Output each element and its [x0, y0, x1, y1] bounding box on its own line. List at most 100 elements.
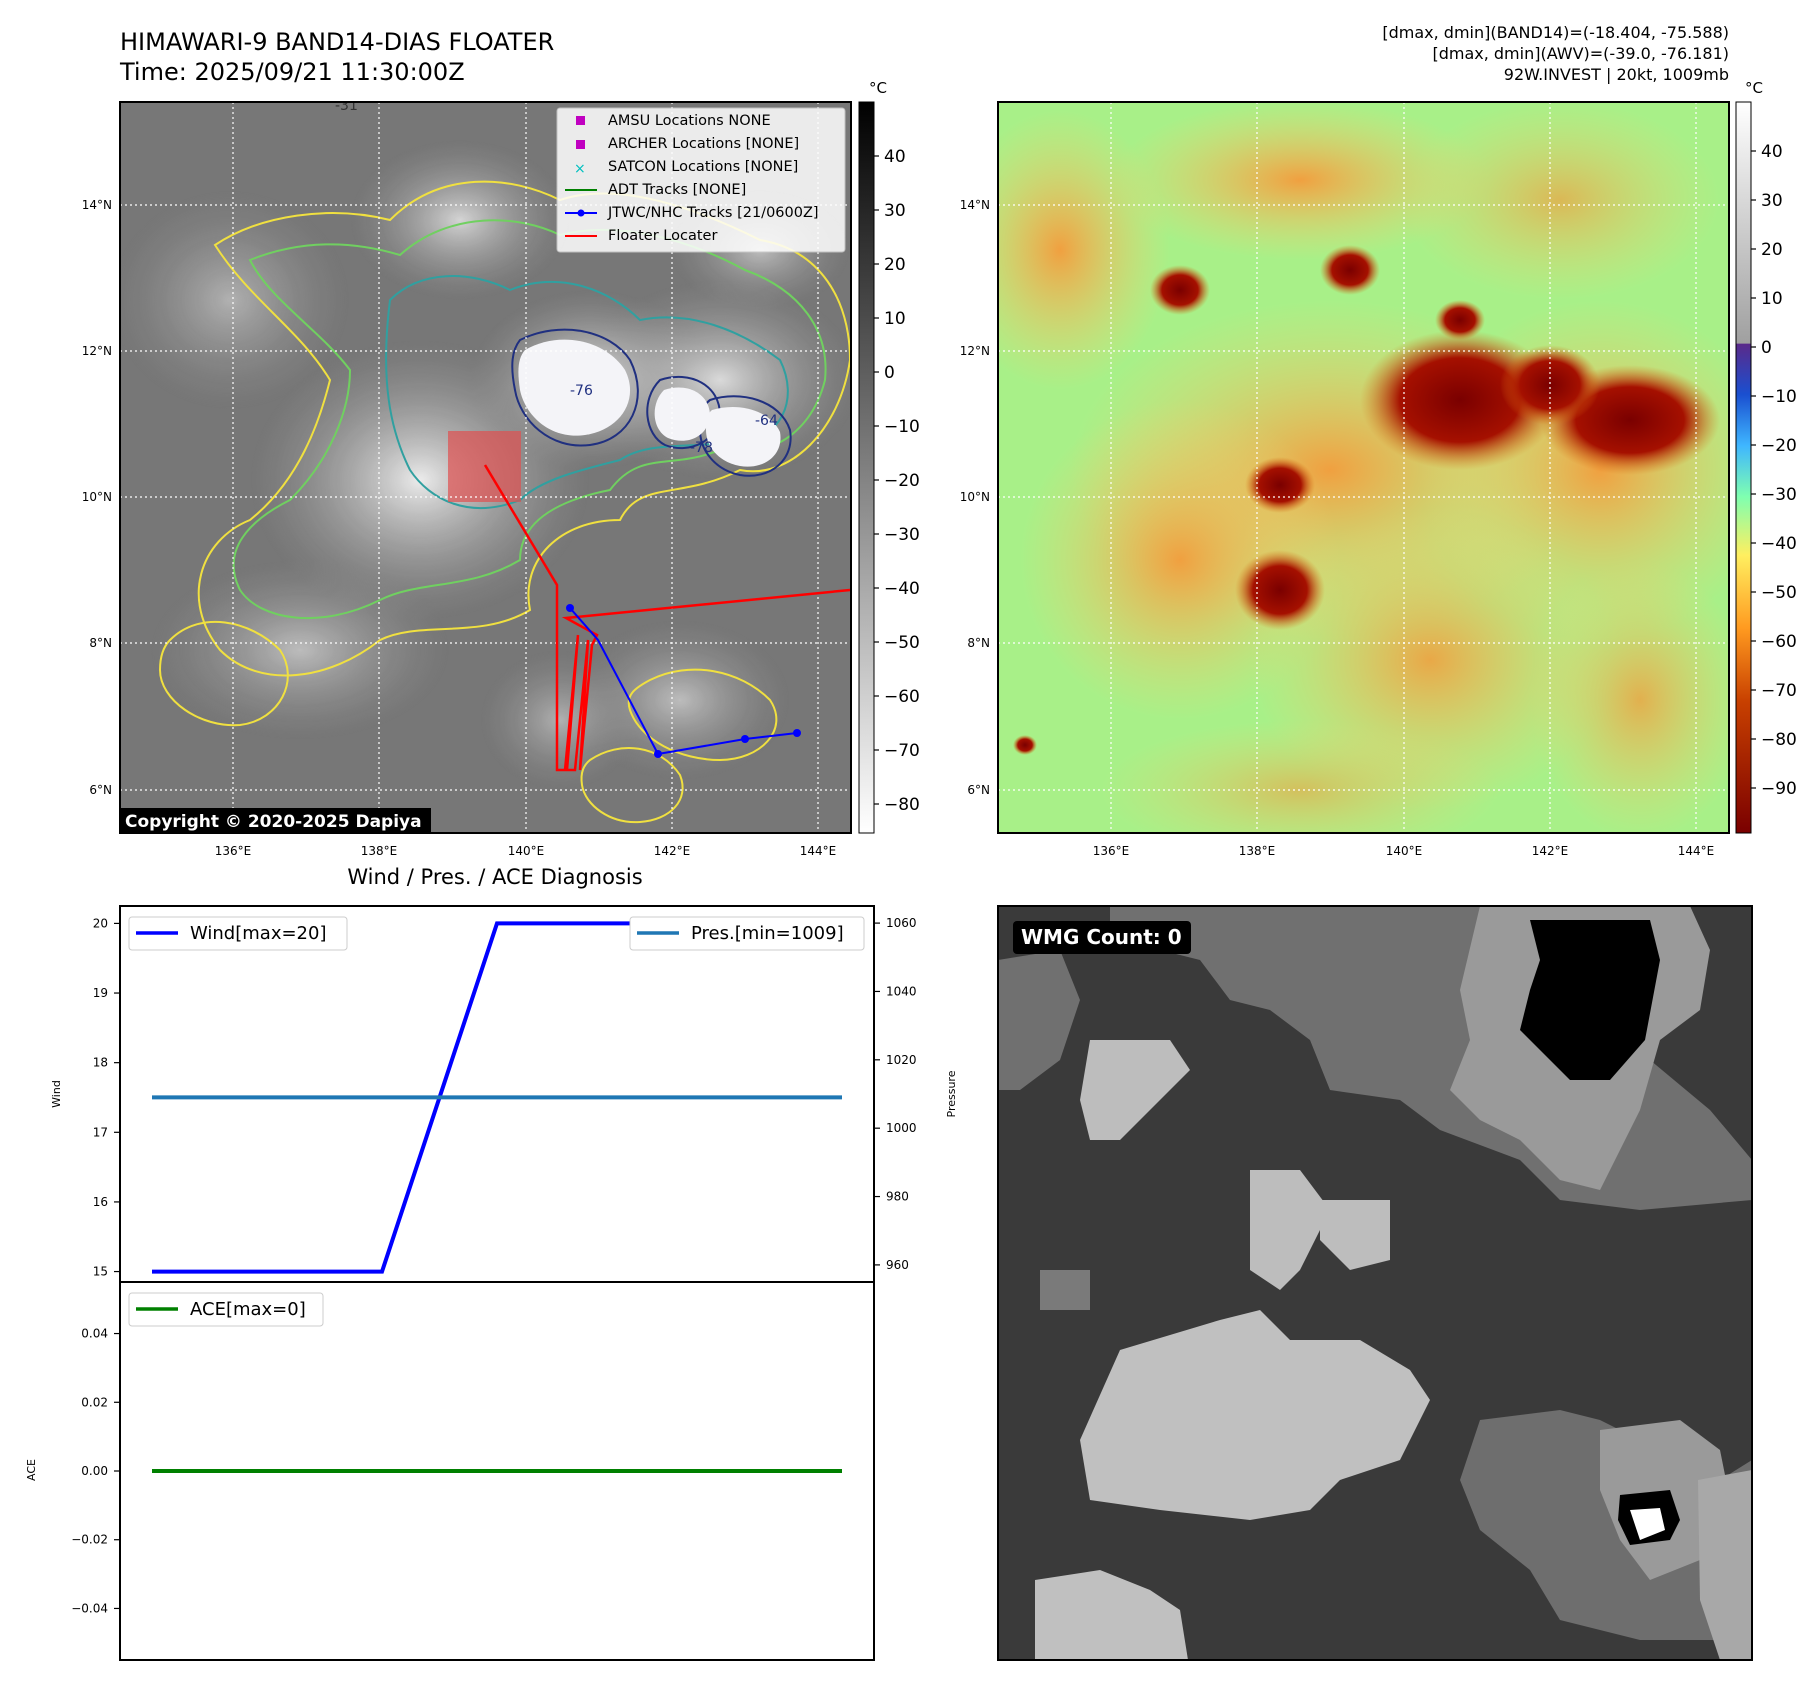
- colorbar-left: °C 40 30 20 10 0 −10 −20 −30 −40 −50 −60 −70 −80: [858, 79, 920, 834]
- colorbar-right-tick-label: 20: [1761, 240, 1783, 260]
- colorbar-left-tick-label: −20: [884, 471, 920, 491]
- svg-text:-31: -31: [335, 98, 358, 114]
- pressure-axis-tick-label: 1060: [886, 916, 917, 930]
- colorbar-right-tick-label: 40: [1761, 142, 1783, 162]
- colorbar-right-tick-label: −70: [1761, 681, 1797, 701]
- awv-x-ticks: 136°E 138°E 140°E 142°E 144°E: [1093, 844, 1715, 858]
- legend-amsu: AMSU Locations NONE: [608, 113, 771, 129]
- colorbar-right-tick-label: −20: [1761, 436, 1797, 456]
- map-frame: [119, 101, 852, 834]
- wmg-count: WMG Count: 0: [1021, 925, 1182, 949]
- legend-archer-icon: [576, 140, 585, 149]
- figure-title: HIMAWARI-9 BAND14-DIAS FLOATER: [120, 28, 554, 56]
- svg-text:12°N: 12°N: [82, 344, 112, 358]
- awv-frame: [997, 101, 1730, 834]
- copyright-box: [120, 808, 431, 833]
- colorbar-right: °C 40 30 20 10 0 −10 −20 −30 −40 −50 −60 −70 −80 −90: [1735, 79, 1797, 834]
- stats-awv: [dmax, dmin](AWV)=(-39.0, -76.181): [1432, 44, 1729, 63]
- pressure-axis-label: Pressure: [945, 1070, 958, 1117]
- cold-cloud-tops: [518, 339, 781, 467]
- colorbar-right-unit: °C: [1745, 79, 1763, 97]
- colorbar-right-tick-label: −60: [1761, 632, 1797, 652]
- awv-y-ticks: 14°N 12°N 10°N 8°N 6°N: [960, 198, 990, 797]
- legend-satcon-icon: ×: [574, 161, 586, 177]
- svg-text:14°N: 14°N: [82, 198, 112, 212]
- legend-floater: Floater Locater: [608, 228, 717, 244]
- ace-legend-label: ACE[max=0]: [190, 1299, 306, 1320]
- ace-axis-tick-label: 0.04: [81, 1327, 108, 1341]
- wind-axis-tick-label: 20: [93, 916, 108, 930]
- colorbar-left-tick-label: −10: [884, 417, 920, 437]
- floater-locater-track: [483, 464, 851, 772]
- svg-text:140°E: 140°E: [1386, 844, 1423, 858]
- ace-axis-tick-label: −0.04: [71, 1601, 108, 1615]
- svg-text:12°N: 12°N: [960, 344, 990, 358]
- diagnosis-title: Wind / Pres. / ACE Diagnosis: [347, 865, 642, 889]
- svg-text:136°E: 136°E: [215, 844, 252, 858]
- pressure-axis-tick-label: 960: [886, 1258, 909, 1272]
- ace-axis-label: ACE: [25, 1459, 38, 1481]
- svg-text:144°E: 144°E: [800, 844, 837, 858]
- svg-text:142°E: 142°E: [1532, 844, 1569, 858]
- storm-info: 92W.INVEST | 20kt, 1009mb: [1504, 65, 1729, 84]
- colorbar-right-tick-label: −90: [1761, 779, 1797, 799]
- awv-warm-field: [998, 102, 1729, 833]
- legend-satcon: SATCON Locations [NONE]: [608, 159, 798, 175]
- svg-text:6°N: 6°N: [967, 783, 990, 797]
- colorbar-right-tick-label: 0: [1761, 338, 1772, 358]
- colorbar-right-tick-label: −10: [1761, 387, 1797, 407]
- colorbar-left-tick-label: 10: [884, 309, 906, 329]
- pressure-axis-tick-label: 1000: [886, 1121, 917, 1135]
- svg-text:138°E: 138°E: [361, 844, 398, 858]
- svg-text:144°E: 144°E: [1678, 844, 1715, 858]
- svg-text:-76: -76: [570, 383, 593, 399]
- band14-map: -31 -76 -78 -64: [82, 98, 852, 858]
- colorbar-left-unit: °C: [869, 79, 887, 97]
- legend: AMSU Locations NONE ARCHER Locations [NO…: [556, 107, 846, 253]
- map-x-ticks: 136°E 138°E 140°E 142°E 144°E: [215, 844, 837, 858]
- diagnosis-panel: Wind / Pres. / ACE Diagnosis Wind Pressu…: [25, 865, 958, 1661]
- legend-jtwc: JTWC/NHC Tracks [21/0600Z]: [607, 205, 819, 221]
- svg-text:6°N: 6°N: [89, 783, 112, 797]
- wind-legend: Wind[max=20]: [128, 916, 348, 951]
- svg-text:14°N: 14°N: [960, 198, 990, 212]
- wind-axis-tick-label: 18: [93, 1056, 108, 1070]
- colorbar-right-tick-label: 30: [1761, 191, 1783, 211]
- wind-axis-tick-label: 16: [93, 1195, 108, 1209]
- wmg-label-box: [1013, 921, 1191, 954]
- wind-pres-frame: [119, 905, 875, 1283]
- wind-axis-tick-label: 19: [93, 986, 108, 1000]
- pressure-axis-tick-label: 1040: [886, 984, 917, 998]
- colorbar-right-tick-label: −50: [1761, 583, 1797, 603]
- legend-adt: ADT Tracks [NONE]: [608, 182, 746, 198]
- svg-text:8°N: 8°N: [967, 636, 990, 650]
- wind-axis-tick-label: 15: [93, 1265, 108, 1279]
- svg-text:-78: -78: [690, 440, 713, 456]
- wind-axis-tick-label: 17: [93, 1125, 108, 1139]
- svg-text:136°E: 136°E: [1093, 844, 1130, 858]
- svg-text:140°E: 140°E: [508, 844, 545, 858]
- ace-legend: ACE[max=0]: [128, 1292, 324, 1327]
- ace-axis-tick-label: 0.00: [81, 1464, 108, 1478]
- svg-text:-64: -64: [755, 413, 778, 429]
- wind-axis-label: Wind: [50, 1080, 63, 1108]
- colorbar-left-tick-label: −40: [884, 579, 920, 599]
- svg-text:142°E: 142°E: [654, 844, 691, 858]
- stats-band14: [dmax, dmin](BAND14)=(-18.404, -75.588): [1382, 23, 1729, 42]
- awv-gridlines: [998, 102, 1729, 833]
- colorbar-left-tick-label: 20: [884, 255, 906, 275]
- pressure-axis-tick-label: 980: [886, 1190, 909, 1204]
- copyright: Copyright © 2020-2025 Dapiya: [125, 812, 422, 832]
- wmg-blocks: [998, 906, 1752, 1660]
- svg-text:10°N: 10°N: [82, 490, 112, 504]
- colorbar-left-tick-label: −80: [884, 795, 920, 815]
- awv-hot-spots: [1013, 245, 1720, 755]
- jtwc-track-points: [566, 604, 801, 758]
- contour-labels: -31 -76 -78 -64: [335, 98, 778, 456]
- colorbar-left-tick-label: −50: [884, 633, 920, 653]
- svg-text:8°N: 8°N: [89, 636, 112, 650]
- colorbar-right-tick-label: −30: [1761, 485, 1797, 505]
- awv-map: 136°E 138°E 140°E 142°E 144°E 14°N 12°N …: [960, 101, 1730, 858]
- ace-axis-tick-label: −0.02: [71, 1533, 108, 1547]
